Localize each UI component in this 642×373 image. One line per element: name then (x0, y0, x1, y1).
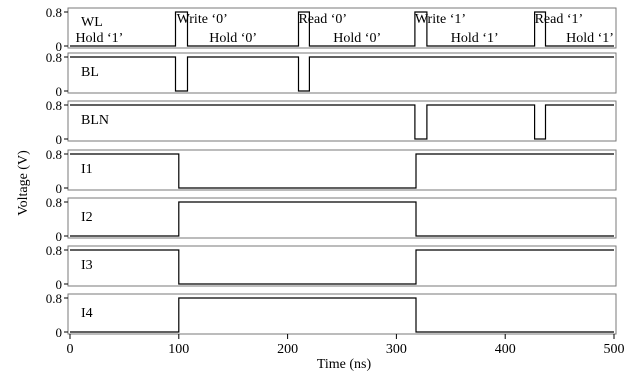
panels-layer: 0.80WL0.80BL0.80BLN0.80I10.80I20.80I30.8… (46, 5, 617, 340)
panel-frame (67, 7, 617, 49)
y-axis-label: Voltage (V) (16, 150, 31, 216)
panel-label: BL (81, 65, 99, 80)
panel-frame (67, 100, 617, 142)
panel-frame (67, 149, 617, 191)
y-tick-label: 0.8 (46, 291, 62, 306)
y-tick-label: 0 (56, 277, 63, 292)
x-tick-label: 100 (168, 342, 189, 357)
panel-i3: 0.8 0 I3 (46, 243, 617, 292)
panel-label: I2 (81, 210, 93, 225)
signal-trace-bl (70, 56, 614, 92)
y-tick-label: 0.8 (46, 5, 62, 20)
operation-annotation: Hold ‘1’ (451, 31, 499, 46)
panel-i4: 0.8 0 I4 (46, 291, 617, 340)
y-tick-label: 0 (56, 39, 63, 54)
operation-annotation: Hold ‘0’ (209, 31, 257, 46)
x-tick-label: 200 (277, 342, 298, 357)
panel-frame (67, 52, 617, 94)
panel-bl: 0.8 0 BL (46, 50, 617, 99)
panel-frame (67, 293, 617, 335)
y-tick-label: 0 (56, 84, 63, 99)
signal-trace-i2 (70, 201, 614, 237)
operation-annotation: Write ‘0’ (177, 12, 228, 27)
operation-annotation: Read ‘1’ (535, 12, 584, 27)
y-tick-label: 0.8 (46, 147, 62, 162)
operation-annotation: Write ‘1’ (415, 12, 466, 27)
panel-label: I3 (81, 258, 93, 273)
y-tick-label: 0.8 (46, 98, 62, 113)
panel-wl: 0.8 0 WL (46, 5, 617, 54)
signal-trace-i1 (70, 153, 614, 189)
panel-i1: 0.8 0 I1 (46, 147, 617, 196)
x-tick-label: 400 (495, 342, 516, 357)
operation-annotation: Hold ‘1’ (75, 31, 123, 46)
panel-label: I4 (81, 306, 93, 321)
x-axis-label: Time (ns) (317, 357, 372, 372)
y-tick-label: 0 (56, 132, 63, 147)
y-tick-label: 0.8 (46, 195, 62, 210)
y-tick-label: 0 (56, 181, 63, 196)
y-tick-label: 0 (56, 325, 63, 340)
y-tick-label: 0.8 (46, 50, 62, 65)
operation-annotation: Hold ‘0’ (333, 31, 381, 46)
panel-label: WL (81, 15, 103, 30)
annotations: Hold ‘1’ Write ‘0’ Hold ‘0’ Read ‘0’ Hold ‘0… (75, 12, 614, 46)
signal-trace-wl (70, 11, 614, 47)
x-tick-label: 0 (67, 342, 74, 357)
panel-frame (67, 245, 617, 287)
panel-frame (67, 197, 617, 239)
x-axis: 0 100 200 300 400 500 (67, 334, 625, 357)
signal-trace-bln (70, 104, 614, 140)
x-tick-label: 300 (386, 342, 407, 357)
operation-annotation: Hold ‘1’ (566, 31, 614, 46)
panel-bln: 0.8 0 BLN (46, 98, 617, 147)
signal-trace-i4 (70, 297, 614, 333)
y-tick-label: 0 (56, 229, 63, 244)
signal-trace-i3 (70, 249, 614, 285)
operation-annotation: Read ‘0’ (298, 12, 347, 27)
y-tick-label: 0.8 (46, 243, 62, 258)
panel-i2: 0.8 0 I2 (46, 195, 617, 244)
x-tick-label: 500 (604, 342, 625, 357)
panel-label: BLN (81, 113, 109, 128)
panel-label: I1 (81, 162, 93, 177)
